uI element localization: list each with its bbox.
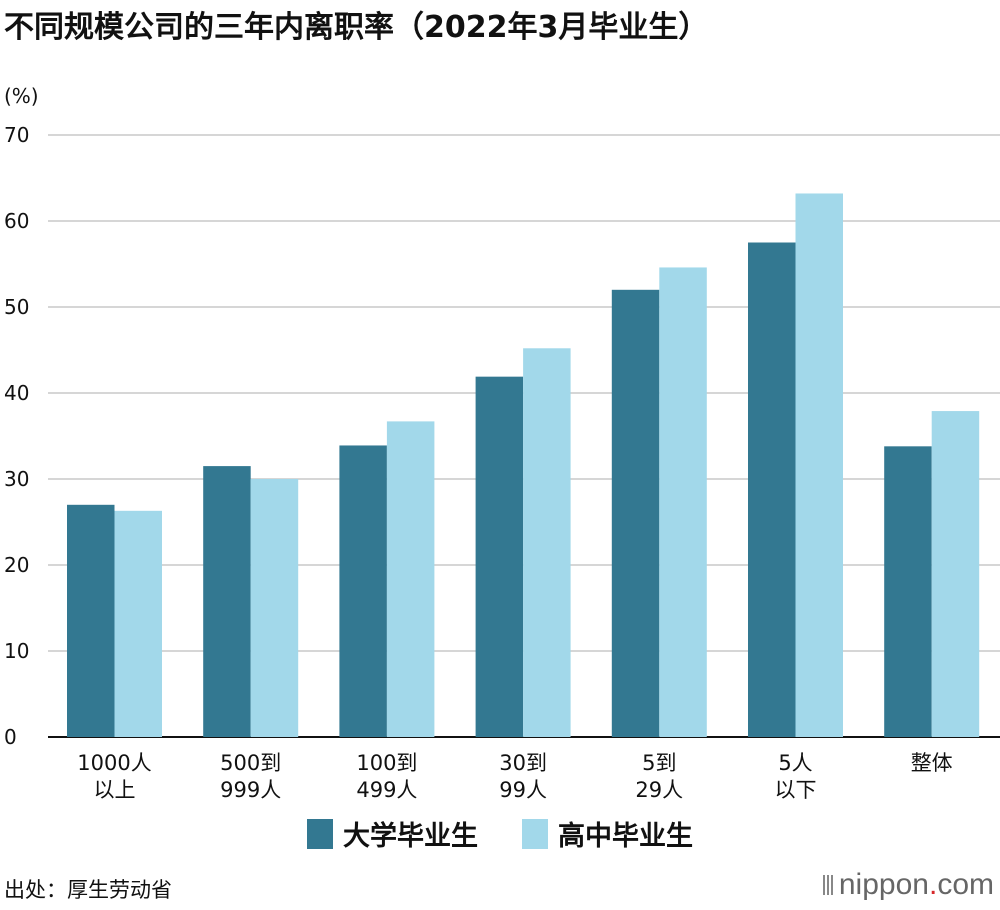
bar-university (203, 466, 251, 737)
legend-label-highschool: 高中毕业生 (558, 821, 693, 852)
bar-highschool (523, 348, 571, 737)
x-category-label: 1000人 (77, 751, 151, 775)
x-category-label: 5人 (778, 751, 812, 775)
y-tick-label: 60 (4, 209, 29, 233)
brand-logo: nippon. com (822, 868, 994, 902)
bar-highschool (659, 267, 707, 737)
source-note: 出处：厚生劳动省 (4, 878, 172, 902)
brand-tld: com (937, 868, 994, 901)
bar-highschool (386, 421, 435, 737)
legend-item-university: 大学毕业生 (307, 814, 478, 853)
x-category-label: 500到 (220, 751, 281, 775)
x-category-label: 30到 (499, 751, 547, 775)
y-tick-label: 50 (4, 295, 29, 319)
x-category-label: 29人 (635, 778, 683, 802)
legend: 大学毕业生 高中毕业生 (0, 814, 1000, 853)
bar-university (339, 445, 387, 737)
brand-name: nippon (838, 868, 929, 901)
x-category-label: 5到 (642, 751, 676, 775)
bar-university (748, 242, 796, 737)
legend-swatch-highschool (522, 818, 548, 849)
y-tick-label: 30 (4, 467, 29, 491)
bar-university (475, 376, 524, 737)
legend-label-university: 大学毕业生 (343, 821, 478, 852)
bar-highschool (795, 193, 843, 738)
bars (67, 193, 980, 738)
bar-university (67, 504, 115, 737)
bar-highschool (114, 510, 162, 737)
chart-title: 不同规模公司的三年内离职率（2022年3月毕业生） (4, 10, 709, 45)
x-category-label: 999人 (220, 778, 281, 802)
x-category-label: 499人 (356, 778, 417, 802)
bar-highschool (250, 479, 299, 737)
y-tick-label: 40 (4, 381, 29, 405)
x-category-label: 99人 (499, 778, 547, 802)
x-category-label: 100到 (356, 751, 417, 775)
y-axis-unit-label: (%) (4, 84, 39, 108)
x-category-label: 整体 (911, 751, 953, 775)
y-tick-label: 10 (4, 639, 29, 663)
y-tick-label: 70 (4, 123, 29, 147)
bar-highschool (931, 411, 980, 737)
x-category-label: 以下 (775, 778, 817, 802)
bar-university (611, 289, 660, 737)
brand-bars-icon (822, 875, 833, 895)
x-category-label: 以上 (94, 778, 136, 802)
y-tick-label: 20 (4, 553, 29, 577)
legend-item-highschool: 高中毕业生 (522, 814, 693, 853)
legend-swatch-university (307, 818, 333, 849)
brand-dot: . (928, 868, 938, 901)
bar-university (884, 446, 932, 737)
y-tick-label: 0 (4, 725, 17, 749)
